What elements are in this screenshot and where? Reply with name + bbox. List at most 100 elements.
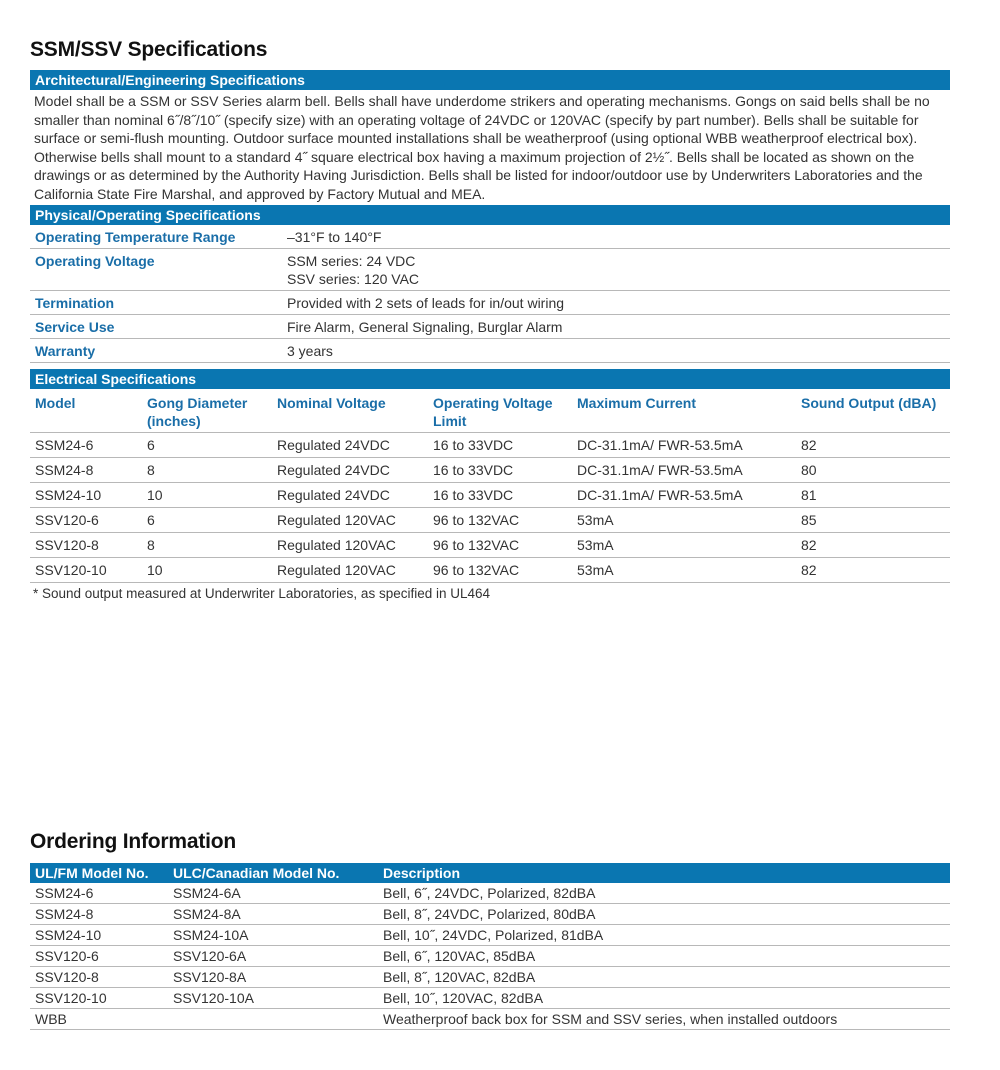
table-cell: Bell, 6˝, 24VDC, Polarized, 82dBA [378,883,950,904]
table-cell: 53mA [572,557,796,583]
table-row: WBB Weatherproof back box for SSM and SSV… [30,1008,950,1030]
table-cell: Bell, 10˝, 120VAC, 82dBA [378,987,950,1009]
table-cell: WBB [30,1008,168,1030]
column-header: Sound Output (dBA) [796,389,950,433]
physical-table: Operating Temperature Range –31°F to 140°… [30,225,950,363]
spec-value: –31°F to 140°F [287,228,381,246]
table-cell: SSM24-10 [30,482,142,508]
table-cell: SSV120-6 [30,507,142,533]
column-header: Nominal Voltage [272,389,428,433]
table-cell: 53mA [572,507,796,533]
table-cell: 10 [142,482,272,508]
spec-value-line: –31°F to 140°F [287,229,382,245]
table-cell: 82 [796,432,950,458]
physical-heading: Physical/Operating Specifications [30,205,950,225]
table-cell: SSV120-8 [30,966,168,988]
spec-value: Provided with 2 sets of leads for in/out… [287,294,564,312]
column-header: Description [378,863,950,883]
table-cell: Regulated 24VDC [272,432,428,458]
table-cell: SSV120-10 [30,987,168,1009]
spec-value: SSM series: 24 VDC SSV series: 120 VAC [287,252,419,288]
spec-label: Warranty [35,343,96,359]
table-cell: Bell, 10˝, 24VDC, Polarized, 81dBA [378,924,950,946]
table-cell: 6 [142,432,272,458]
table-cell: Regulated 120VAC [272,532,428,558]
table-row: SSM24-6 SSM24-6A Bell, 6˝, 24VDC, Polarize… [30,883,950,904]
table-cell: DC-31.1mA/ FWR-53.5mA [572,482,796,508]
table-cell: SSM24-8A [168,903,378,925]
table-cell: 8 [142,457,272,483]
specifications-section: SSM/SSV Specifications Architectural/Eng… [30,38,950,601]
table-cell: 96 to 132VAC [428,532,572,558]
spec-value-line: 3 years [287,343,333,359]
architectural-text: Model shall be a SSM or SSV Series alarm… [34,93,930,202]
table-cell: SSV120-10A [168,987,378,1009]
table-cell: Regulated 120VAC [272,557,428,583]
ordering-section: Ordering Information UL/FM Model No. ULC/… [30,830,950,1030]
electrical-table: Model Gong Diameter (inches) Nominal Volta… [30,389,950,583]
table-cell: SSM24-8 [30,903,168,925]
spec-label: Operating Temperature Range [35,229,236,245]
spec-value-line: Fire Alarm, General Signaling, Burglar A… [287,319,563,335]
table-cell: Regulated 24VDC [272,482,428,508]
electrical-heading: Electrical Specifications [30,369,950,389]
page-title: SSM/SSV Specifications [30,38,268,61]
spec-label: Service Use [35,319,115,335]
table-cell: 6 [142,507,272,533]
column-header: UL/FM Model No. [30,863,168,883]
footnote: * Sound output measured at Underwriter L… [33,586,491,601]
ordering-title: Ordering Information [30,830,237,853]
table-cell: Bell, 8˝, 24VDC, Polarized, 80dBA [378,903,950,925]
table-cell [168,1008,378,1030]
table-cell: SSM24-10A [168,924,378,946]
table-cell: SSV120-8 [30,532,142,558]
table-row: SSV120-6 6 Regulated 120VAC 96 to 132VAC 53m… [30,507,950,533]
table-cell: 96 to 132VAC [428,507,572,533]
table-cell: SSV120-6 [30,945,168,967]
table-cell: DC-31.1mA/ FWR-53.5mA [572,432,796,458]
table-row: SSV120-8 8 Regulated 120VAC 96 to 132VAC 53m… [30,532,950,558]
spec-label: Termination [35,295,115,311]
column-header: Gong Diameter (inches) [142,389,272,433]
table-cell: DC-31.1mA/ FWR-53.5mA [572,457,796,483]
table-cell: 16 to 33VDC [428,432,572,458]
table-row: SSV120-10 10 Regulated 120VAC 96 to 132VAC 5… [30,557,950,583]
column-header: Maximum Current [572,389,796,433]
spec-value-line: SSM series: 24 VDC [287,253,416,269]
table-cell: 82 [796,557,950,583]
column-header: ULC/Canadian Model No. [168,863,378,883]
table-cell: SSM24-8 [30,457,142,483]
table-cell: SSM24-6 [30,883,168,904]
column-header: Operating Voltage Limit [428,389,572,433]
table-cell: 16 to 33VDC [428,457,572,483]
architectural-heading: Architectural/Engineering Specifications [30,70,950,90]
table-cell: Weatherproof back box for SSM and SSV se… [378,1008,950,1030]
table-cell: Regulated 120VAC [272,507,428,533]
table-cell: 10 [142,557,272,583]
spec-row: Operating Voltage SSM series: 24 VDC SSV s… [30,249,950,291]
table-row: SSM24-10 SSM24-10A Bell, 10˝, 24VDC, Polar… [30,924,950,946]
table-cell: 85 [796,507,950,533]
table-cell: Bell, 6˝, 120VAC, 85dBA [378,945,950,967]
spec-value-line: Provided with 2 sets of leads for in/out… [287,295,565,311]
table-cell: Bell, 8˝, 120VAC, 82dBA [378,966,950,988]
spec-row: Operating Temperature Range –31°F to 140°… [30,225,950,249]
table-row: SSM24-10 10 Regulated 24VDC 16 to 33VDC DC-3… [30,482,950,508]
table-cell: 81 [796,482,950,508]
table-row: SSV120-10 SSV120-10A Bell, 10˝, 120VAC, 82… [30,987,950,1009]
spec-row: Termination Provided with 2 sets of leads… [30,291,950,315]
table-cell: 80 [796,457,950,483]
spec-label: Operating Voltage [35,253,155,269]
column-header: Model [30,389,142,433]
table-cell: SSV120-6A [168,945,378,967]
table-cell: SSV120-10 [30,557,142,583]
table-row: SSM24-8 8 Regulated 24VDC 16 to 33VDC DC-31.… [30,457,950,483]
table-row: SSV120-8 SSV120-8A Bell, 8˝, 120VAC, 82dBA [30,966,950,988]
spec-value: Fire Alarm, General Signaling, Burglar A… [287,318,562,336]
spec-value: 3 years [287,342,333,360]
table-cell: 96 to 132VAC [428,557,572,583]
table-cell: 82 [796,532,950,558]
table-cell: 16 to 33VDC [428,482,572,508]
table-cell: 53mA [572,532,796,558]
